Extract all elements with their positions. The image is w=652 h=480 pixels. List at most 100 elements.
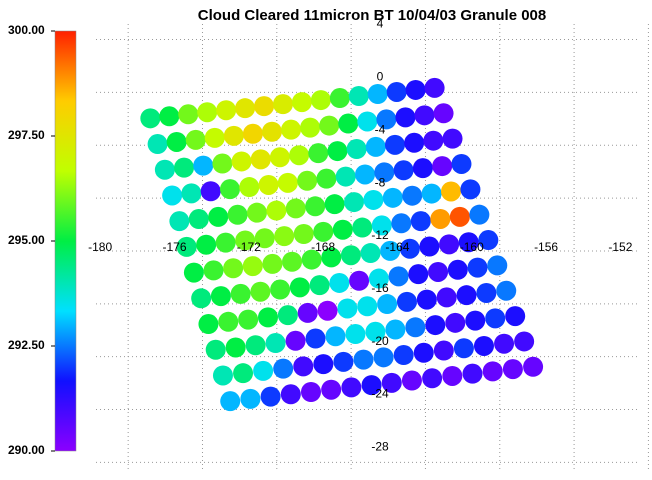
data-dot <box>262 122 282 142</box>
data-dot <box>397 292 417 312</box>
data-dot <box>354 350 374 370</box>
data-dot <box>174 158 194 178</box>
data-dot <box>385 135 405 155</box>
data-dot <box>274 226 294 246</box>
data-dot <box>213 365 233 385</box>
data-dot <box>259 175 279 195</box>
colorbar-tick-label: 297.50 <box>8 128 45 142</box>
data-dot <box>387 82 407 102</box>
data-dot <box>441 181 461 201</box>
data-dot <box>417 290 437 310</box>
data-dot <box>336 167 356 187</box>
data-dot <box>250 282 270 302</box>
data-dot <box>321 380 341 400</box>
data-dot <box>196 235 216 255</box>
data-dot <box>169 211 189 231</box>
data-dot <box>419 237 439 257</box>
data-dot <box>216 233 236 253</box>
data-dot <box>235 98 255 118</box>
data-dot <box>454 338 474 358</box>
data-dot <box>298 303 318 323</box>
data-dot <box>363 190 383 210</box>
data-dot <box>460 179 480 199</box>
data-dot <box>319 116 339 136</box>
data-dot <box>218 312 238 332</box>
data-dot <box>402 371 422 391</box>
data-dot <box>246 335 266 355</box>
data-dot <box>189 209 209 229</box>
x-tick-label: -172 <box>237 240 261 254</box>
data-dot <box>228 205 248 225</box>
x-tick-label: -164 <box>385 240 409 254</box>
x-tick-label: -156 <box>534 240 558 254</box>
data-dot <box>361 243 381 263</box>
data-dot <box>253 361 273 381</box>
data-dot <box>355 164 375 184</box>
data-dot <box>201 181 221 201</box>
data-dot <box>204 260 224 280</box>
y-tick-label: -8 <box>375 175 386 189</box>
data-dot <box>239 177 259 197</box>
data-dot <box>281 384 301 404</box>
data-dot <box>330 88 350 108</box>
data-dot <box>178 104 198 124</box>
data-dot <box>226 337 246 357</box>
data-dot <box>243 256 263 276</box>
data-dot <box>428 262 448 282</box>
data-dot <box>224 126 244 146</box>
data-dot <box>223 258 243 278</box>
data-dot <box>273 359 293 379</box>
y-tick-label: -4 <box>375 122 386 136</box>
data-dot <box>181 183 201 203</box>
data-dot <box>311 90 331 110</box>
colorbar-tick-label: 300.00 <box>8 23 45 37</box>
data-dot <box>220 391 240 411</box>
data-dot <box>445 313 465 333</box>
data-dot <box>305 196 325 216</box>
data-dot <box>251 149 271 169</box>
data-dot <box>414 343 434 363</box>
data-dot <box>278 305 298 325</box>
data-dot <box>258 307 278 327</box>
data-dot <box>451 154 471 174</box>
data-dot <box>394 160 414 180</box>
data-dot <box>198 314 218 334</box>
data-dot <box>262 254 282 274</box>
data-dot <box>406 80 426 100</box>
data-dot <box>383 188 403 208</box>
data-dot <box>374 347 394 367</box>
data-dot <box>514 331 534 351</box>
data-dot <box>232 151 252 171</box>
data-dot <box>292 92 312 112</box>
data-dot <box>463 364 483 384</box>
data-dot <box>155 160 175 180</box>
data-dot <box>494 334 514 354</box>
data-dot <box>273 94 293 114</box>
data-dot <box>186 130 206 150</box>
data-dot <box>300 118 320 138</box>
data-dot <box>325 194 345 214</box>
data-dot <box>413 158 433 178</box>
data-dot <box>325 326 345 346</box>
data-dot <box>205 128 225 148</box>
data-dot <box>327 141 347 161</box>
data-dot <box>368 84 388 104</box>
y-tick-label: 0 <box>377 70 384 84</box>
data-dot <box>261 387 281 407</box>
data-dot <box>430 209 450 229</box>
data-dot <box>349 271 369 291</box>
data-dot <box>345 324 365 344</box>
data-dot <box>341 245 361 265</box>
data-dot <box>212 154 232 174</box>
data-dot <box>344 192 364 212</box>
data-dot <box>240 389 260 409</box>
data-dot <box>404 133 424 153</box>
data-dot <box>184 263 204 283</box>
colorbar <box>55 31 76 451</box>
data-dot <box>485 308 505 328</box>
data-dot <box>434 341 454 361</box>
data-dot <box>423 131 443 151</box>
data-dot <box>366 137 386 157</box>
data-dot <box>443 129 463 149</box>
data-dot <box>310 275 330 295</box>
